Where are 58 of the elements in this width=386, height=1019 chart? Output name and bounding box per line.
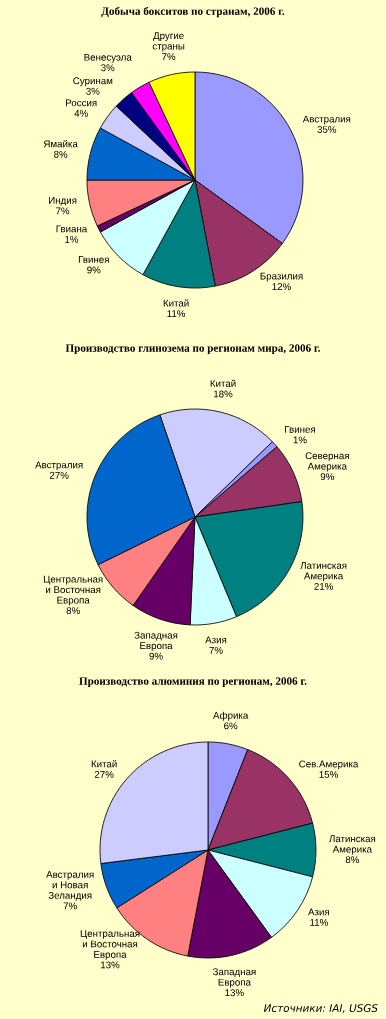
slice-label: Западная Европа <box>212 968 256 988</box>
slice-label: Западная Европа <box>134 631 178 652</box>
chart-title: Производство глинозема по регионам мира, 2006 г. <box>65 344 320 355</box>
chart-title: Производство алюминия по регионам, 2006 г. <box>79 677 307 688</box>
data-label: 1% <box>65 235 79 243</box>
data-label: 13% <box>225 989 244 997</box>
slice-label: Ямайка <box>43 139 78 148</box>
data-label: 27% <box>49 471 69 479</box>
data-label: 8% <box>66 607 80 615</box>
data-label: 13% <box>101 961 120 969</box>
slice-label: Бразилия <box>260 272 303 282</box>
data-label: 7% <box>209 646 223 654</box>
data-label: 1% <box>293 436 307 444</box>
slice-label: Гвинея <box>78 256 109 263</box>
data-label: 9% <box>87 266 101 274</box>
chart-title: Добыча бокситов по странам, 2006 г. <box>101 6 285 18</box>
slice-label: Россия <box>66 99 97 107</box>
data-label: 27% <box>94 770 114 778</box>
data-label: 8% <box>345 856 360 864</box>
data-label: 4% <box>74 109 88 117</box>
slice-label: Австралия <box>35 461 83 471</box>
data-label: 8% <box>54 150 68 158</box>
text: Источники: IAI, USGS <box>263 1004 378 1014</box>
slice-label: Латинская Америка <box>329 835 376 855</box>
data-label: 35% <box>317 126 337 133</box>
slice-label: Гвиана <box>56 225 88 233</box>
slice-label: Суринам <box>73 77 113 87</box>
slice-label: Азия <box>205 636 227 644</box>
slice-label: Центральная и Восточная Европа <box>80 930 140 960</box>
data-label: 15% <box>319 771 338 778</box>
data-label: 7% <box>162 53 176 60</box>
slice-label: Центральная и Восточная Европа <box>43 575 103 606</box>
slice-label: Китай <box>210 379 236 387</box>
data-label: 3% <box>101 64 115 72</box>
slice-label: Сев.Америка <box>299 760 359 770</box>
slice-label: Азия <box>308 908 330 916</box>
data-label: 11% <box>167 310 186 318</box>
data-label: 11% <box>310 918 328 926</box>
data-label: 7% <box>56 207 70 215</box>
data-label: 18% <box>214 390 233 398</box>
data-label: 9% <box>149 652 163 660</box>
slice-label: Северная Америка <box>305 452 349 472</box>
data-label: 12% <box>272 283 291 290</box>
slice-label: Австралия и Новая Зеландия <box>46 871 94 901</box>
slice-label: Австралия <box>302 115 351 125</box>
slice-label: Индия <box>49 196 77 206</box>
slice-label: Латинская Америка <box>300 562 347 582</box>
slice-label: Другие страны <box>152 32 185 52</box>
data-label: 21% <box>314 582 333 590</box>
slice-label: Венесуэла <box>84 53 132 63</box>
data-label: 7% <box>63 902 77 910</box>
slice-label: Гвинея <box>285 426 315 433</box>
data-label: 9% <box>320 473 334 481</box>
data-label: 6% <box>224 722 238 730</box>
slice-label: Африка <box>213 711 249 721</box>
slice-label: Китай <box>163 299 189 307</box>
slice-label: Китай <box>91 760 117 768</box>
data-label: 3% <box>86 87 100 95</box>
